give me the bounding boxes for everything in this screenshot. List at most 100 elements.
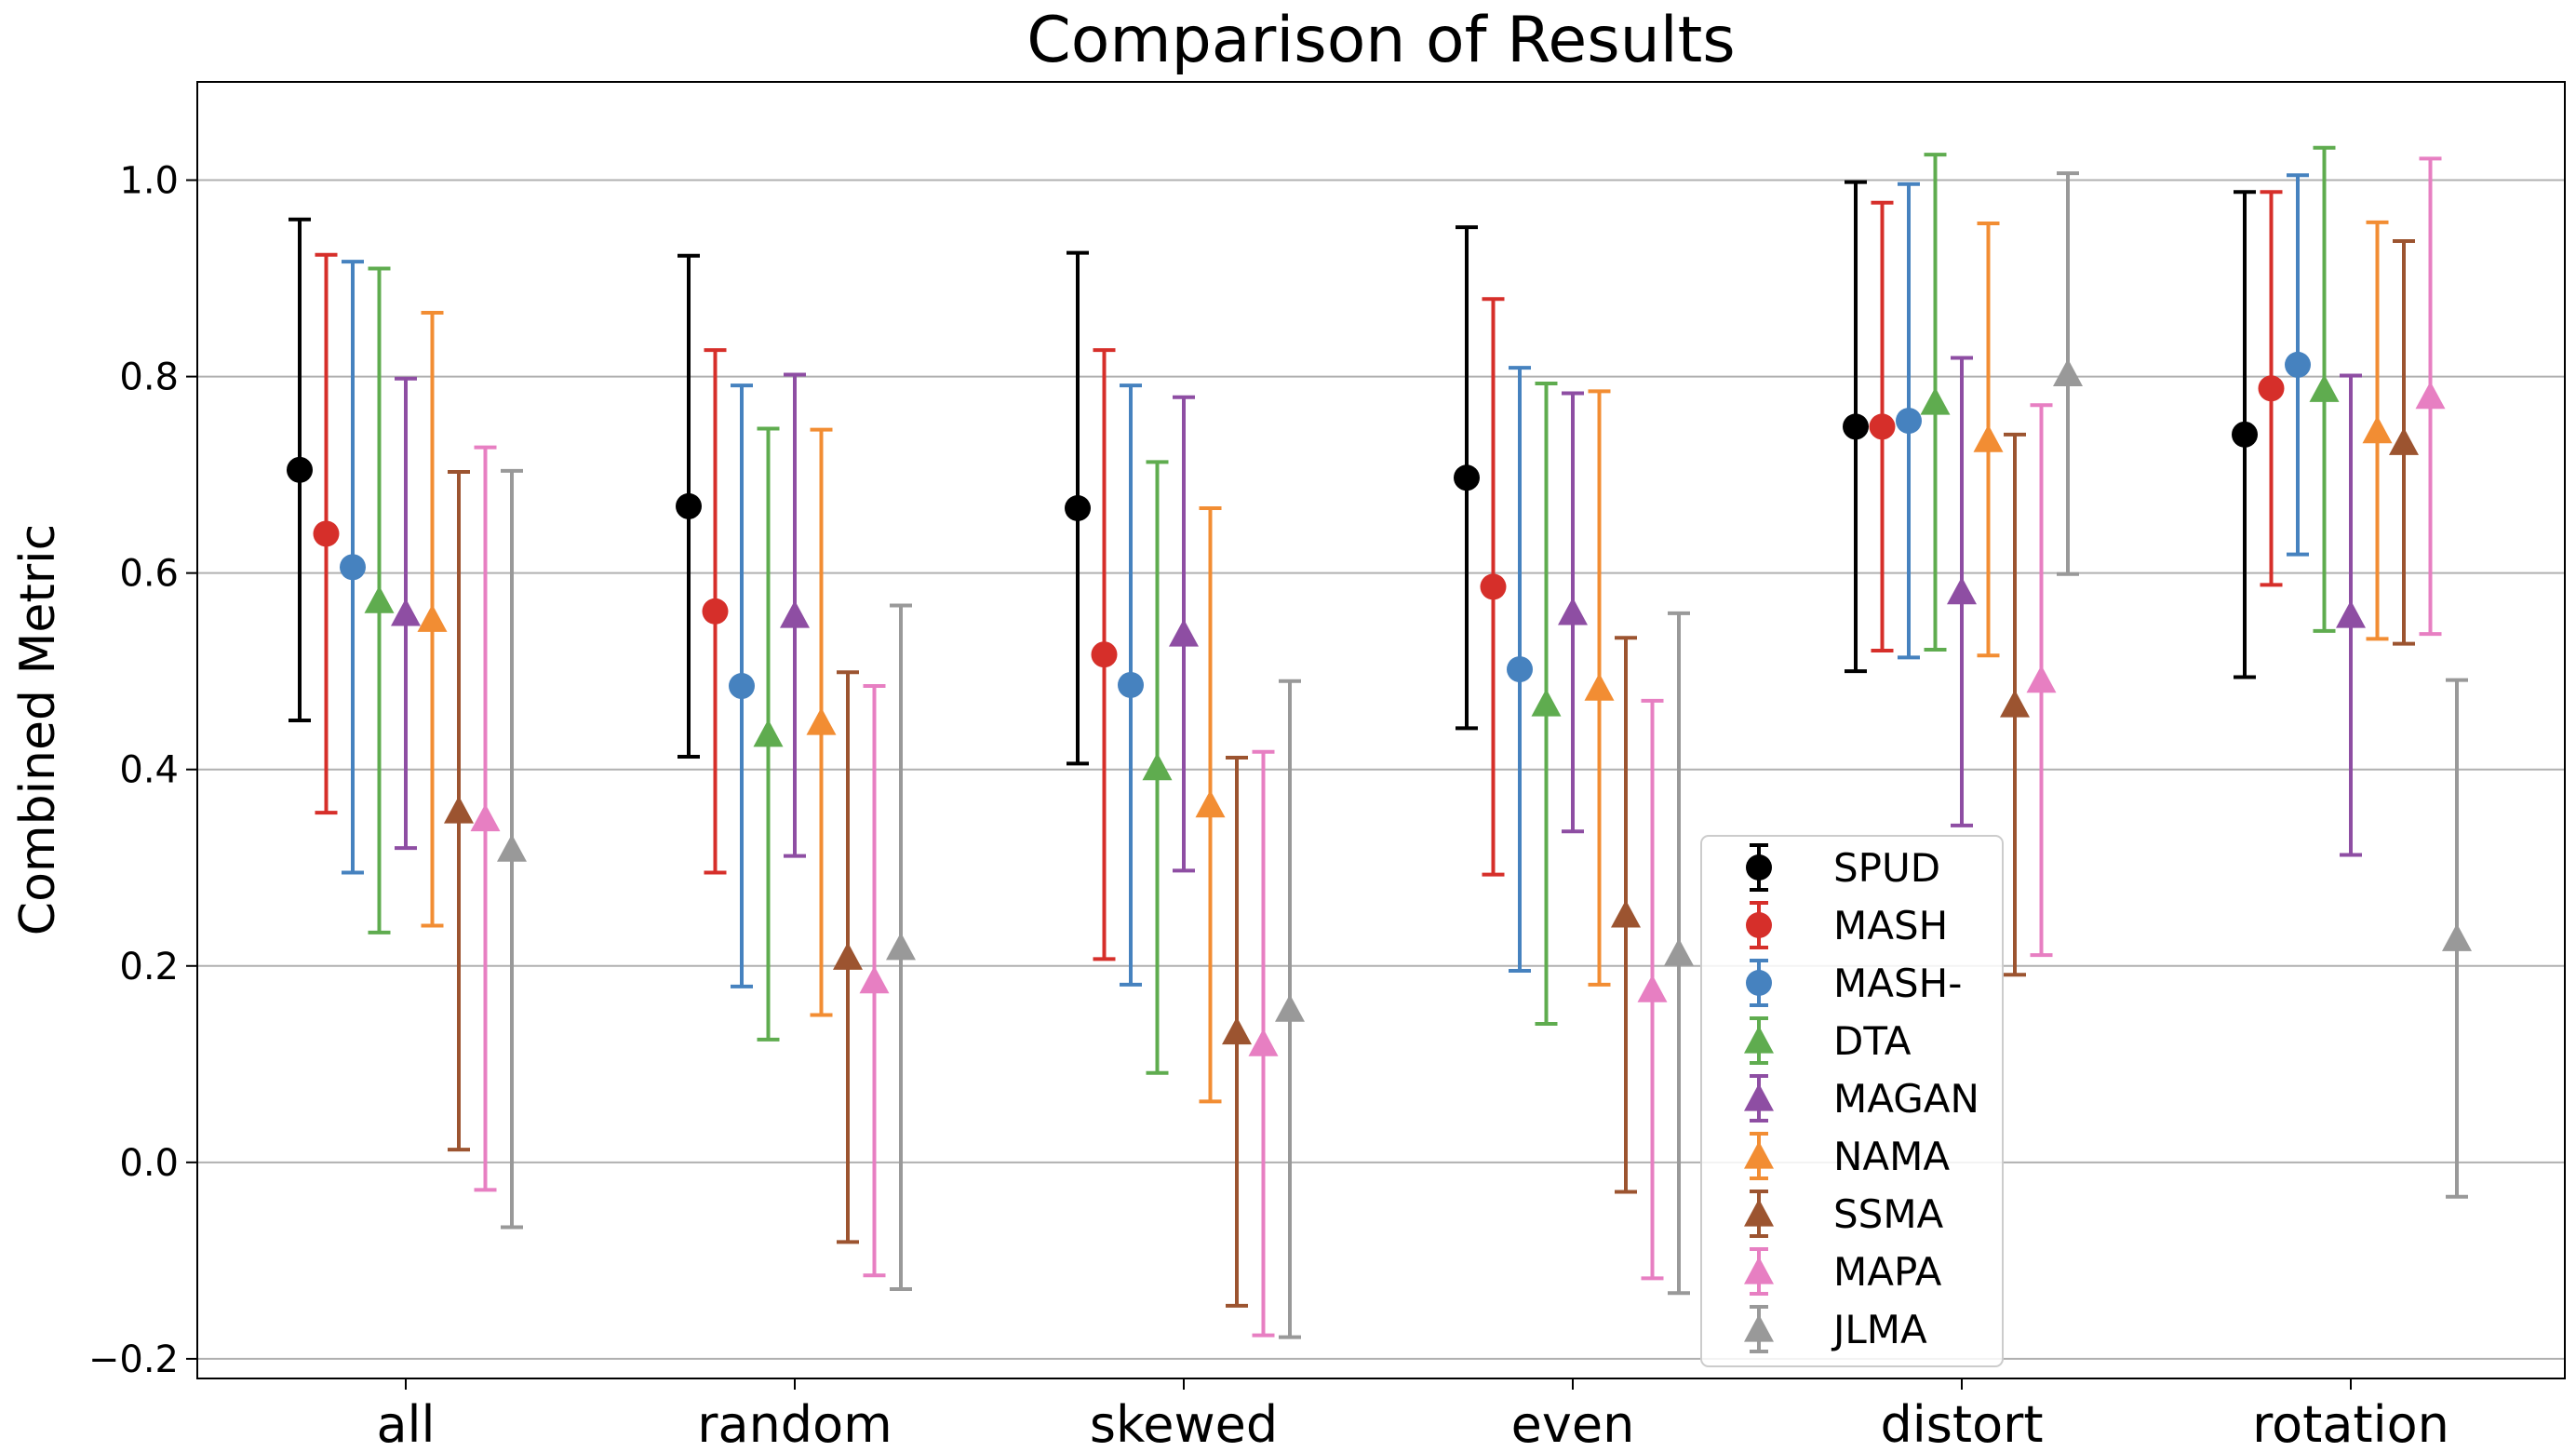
legend-marker [1744,1199,1774,1227]
data-point [1195,789,1226,818]
data-point [886,932,916,961]
data-point [2232,421,2258,448]
series-mapa [470,156,2446,1338]
legend: SPUD MASH MASH- DTA MAGAN NAMA SSMA MAPA JLMA [1700,835,2004,1367]
data-point [1118,671,1144,698]
legend-item: SSMA [1744,1190,1944,1238]
legend-label: JLMA [1831,1307,1927,1352]
legend-marker [1744,1026,1774,1054]
y-tick-label: 0.4 [119,749,179,792]
data-point [1558,597,1588,625]
y-tick-label: 0.6 [119,553,179,596]
legend-marker [1746,970,1772,996]
data-point [287,456,313,483]
legend-label: NAMA [1833,1134,1950,1179]
legend-item: MAPA [1744,1247,1942,1296]
data-point [753,719,784,747]
data-point [2415,381,2446,410]
data-point [1248,1028,1279,1056]
series-dta [364,145,2340,1075]
data-point [859,965,890,994]
data-point [497,834,527,862]
legend-marker [1744,1314,1774,1342]
data-point [470,803,501,832]
data-point [2389,427,2419,455]
data-point [1584,673,1615,701]
y-tick-label: 0.8 [119,356,179,399]
x-tick-label: even [1511,1395,1635,1452]
data-point [2258,375,2285,402]
legend-marker [1746,854,1772,881]
data-point [313,520,340,547]
legend-marker [1744,1083,1774,1111]
y-tick-label: 1.0 [119,160,179,203]
data-point [1169,619,1199,647]
data-point [2053,358,2083,387]
legend-item: MASH- [1746,959,1962,1007]
data-point [1091,641,1118,668]
series-spud [287,180,2258,766]
legend-label: SPUD [1833,845,1940,891]
data-point [391,598,421,626]
legend-item: JLMA [1744,1305,1927,1353]
series-jlma [497,171,2472,1339]
y-axis-label: Combined Metric [10,524,66,935]
legend-item: NAMA [1744,1132,1950,1180]
data-point [2309,374,2340,402]
data-point [2362,415,2393,444]
data-point [2000,690,2030,718]
series-magan [391,356,2366,873]
data-point [806,707,837,735]
data-point [2026,665,2057,693]
data-point [1973,424,2004,452]
x-tick-label: all [376,1395,435,1452]
x-tick-label: random [697,1395,892,1452]
data-point [1611,899,1641,928]
data-point [364,585,395,613]
x-tick-label: rotation [2252,1395,2449,1452]
data-point [2285,351,2311,378]
data-point [1222,1016,1252,1045]
data-point [1507,656,1533,683]
grid-lines [197,179,2565,1360]
legend-label: MASH- [1833,961,1962,1006]
series-mash [340,173,2311,988]
legend-label: MAPA [1833,1249,1942,1295]
data-point [2336,600,2366,628]
plot-frame [196,81,2566,1379]
y-tick-label: 0.2 [119,946,179,988]
legend-label: SSMA [1833,1191,1944,1237]
data-point [702,598,729,625]
data-point [1637,975,1668,1002]
data-point [1869,413,1896,440]
legend-label: DTA [1833,1018,1912,1064]
series-ssma [444,238,2419,1308]
legend-marker [1744,1141,1774,1169]
legend-label: MAGAN [1833,1076,1979,1122]
data-point [780,600,810,628]
data-point [1843,413,1869,440]
series-nama [417,220,2393,1104]
legend-item: MASH [1746,901,1948,949]
y-tick-label: −0.2 [88,1338,179,1381]
legend-box [1700,835,2004,1367]
data-point [1454,464,1480,491]
legend-item: DTA [1744,1016,1912,1065]
data-point [444,796,474,824]
data-point [417,604,448,632]
data-point [1896,408,1922,435]
data-point [1531,689,1562,717]
x-tick-label: distort [1881,1395,2044,1452]
data-point [729,673,755,700]
data-point [1275,994,1305,1022]
data-point [1065,495,1091,522]
legend-marker [1744,1257,1774,1284]
chart-title: Comparison of Results [1026,4,1735,77]
data-point [1480,573,1507,600]
data-point [1920,387,1951,415]
data-point [1664,938,1694,966]
data-point [1142,752,1173,781]
data-point [833,942,863,970]
plot-area [287,145,2472,1339]
